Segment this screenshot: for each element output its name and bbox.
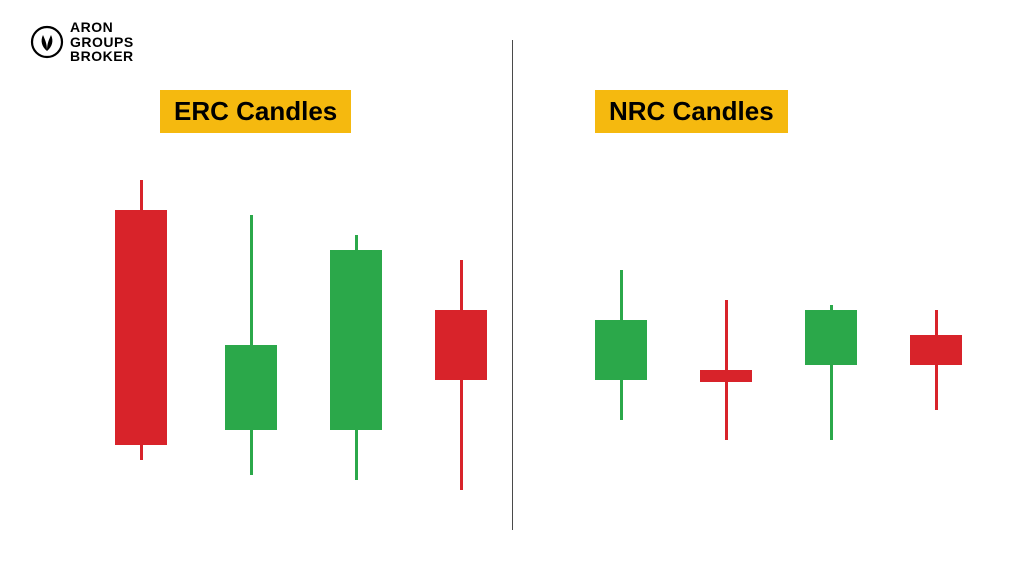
candle-body [330,250,382,430]
candle-body [910,335,962,365]
brand-text: ARON GROUPS BROKER [70,20,134,64]
leaf-icon [30,25,64,59]
title-nrc: NRC Candles [595,90,788,133]
brand-line1: ARON [70,20,134,35]
brand-line3: BROKER [70,49,134,64]
candle-body [805,310,857,365]
candle-body [115,210,167,445]
candle-body [700,370,752,382]
candle-body [595,320,647,380]
title-erc: ERC Candles [160,90,351,133]
brand-line2: GROUPS [70,35,134,50]
candle-body [225,345,277,430]
brand-logo: ARON GROUPS BROKER [30,20,134,64]
chart-canvas: ARON GROUPS BROKER ERC Candles NRC Candl… [0,0,1024,576]
vertical-divider [512,40,513,530]
candle-body [435,310,487,380]
